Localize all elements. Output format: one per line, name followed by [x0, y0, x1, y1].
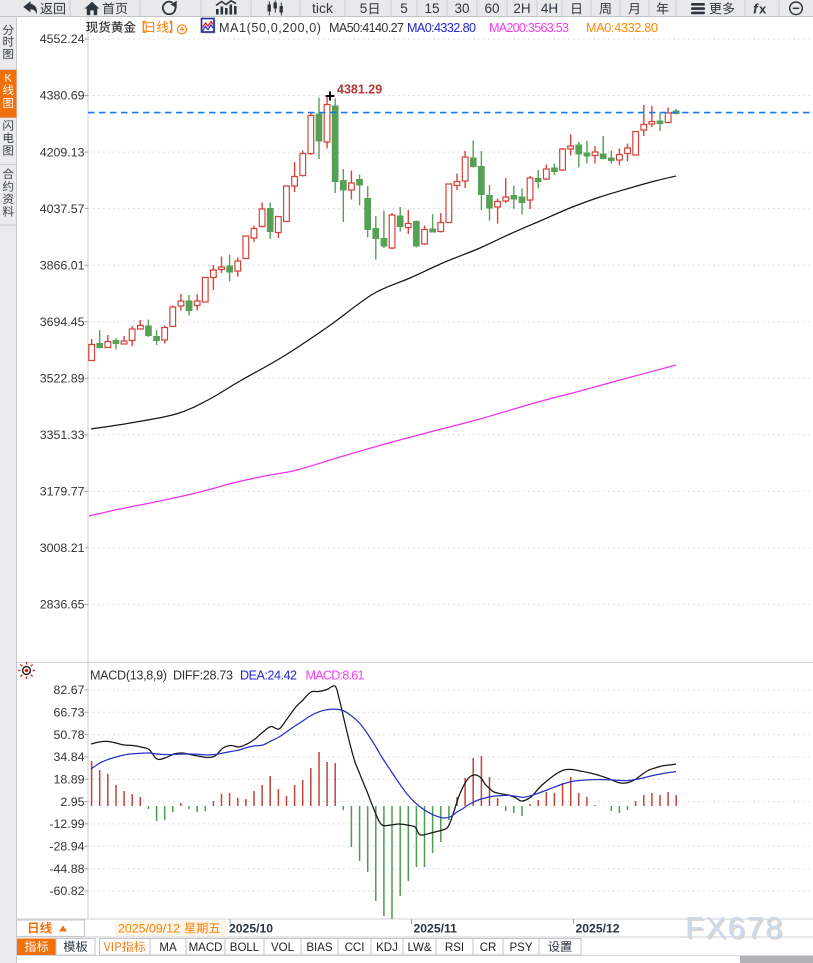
- svg-text:KDJ: KDJ: [376, 942, 398, 954]
- svg-text:18.89: 18.89: [53, 773, 84, 787]
- svg-text:BIAS: BIAS: [306, 942, 333, 954]
- svg-text:2025/12: 2025/12: [576, 922, 620, 936]
- svg-text:15: 15: [424, 1, 439, 16]
- svg-text:f: f: [753, 0, 759, 16]
- svg-text:DEA:24.42: DEA:24.42: [240, 669, 297, 683]
- svg-text:2025/11: 2025/11: [414, 922, 458, 936]
- svg-text:66.73: 66.73: [53, 706, 84, 720]
- svg-text:MACD:8.61: MACD:8.61: [306, 669, 365, 683]
- svg-text:50.78: 50.78: [53, 728, 84, 742]
- svg-text:VOL: VOL: [271, 942, 295, 954]
- svg-text:CR: CR: [480, 942, 497, 954]
- svg-text:MA50:4140.27: MA50:4140.27: [329, 21, 404, 35]
- svg-text:2836.65: 2836.65: [40, 598, 85, 612]
- svg-text:60: 60: [484, 1, 499, 16]
- svg-text:5: 5: [400, 1, 408, 16]
- svg-text:2025/10: 2025/10: [229, 922, 273, 936]
- svg-text:3694.45: 3694.45: [40, 315, 85, 329]
- svg-text:MA: MA: [159, 942, 177, 954]
- svg-text:4H: 4H: [541, 1, 558, 16]
- svg-text:30: 30: [454, 1, 469, 16]
- svg-text:3008.21: 3008.21: [40, 541, 85, 555]
- svg-text:CCI: CCI: [345, 942, 365, 954]
- svg-text:tick: tick: [312, 0, 334, 16]
- svg-text:x: x: [759, 1, 767, 16]
- svg-text:MA200:3563.53: MA200:3563.53: [489, 21, 569, 35]
- svg-text:3179.77: 3179.77: [40, 485, 85, 499]
- svg-text:3866.01: 3866.01: [40, 258, 85, 272]
- svg-text:-44.88: -44.88: [49, 862, 84, 876]
- svg-text:MA1(50,0,200,0): MA1(50,0,200,0): [219, 21, 321, 35]
- svg-text:3522.89: 3522.89: [40, 372, 85, 386]
- svg-text:DIFF:28.73: DIFF:28.73: [173, 669, 233, 683]
- svg-text:2025/09/12: 2025/09/12: [118, 922, 180, 936]
- svg-text:34.84: 34.84: [53, 750, 84, 764]
- svg-text:FX678: FX678: [687, 912, 786, 947]
- svg-text:-12.99: -12.99: [49, 817, 84, 831]
- svg-text:-60.82: -60.82: [49, 884, 84, 898]
- svg-text:2.95: 2.95: [60, 795, 84, 809]
- svg-text:3351.33: 3351.33: [40, 428, 85, 442]
- svg-text:MA0:4332.80: MA0:4332.80: [407, 21, 476, 35]
- svg-text:4209.13: 4209.13: [40, 145, 85, 159]
- svg-text:2H: 2H: [513, 1, 530, 16]
- svg-text:4037.57: 4037.57: [40, 202, 85, 216]
- svg-text:MA0:4332.80: MA0:4332.80: [586, 21, 658, 35]
- svg-text:K: K: [5, 73, 13, 85]
- svg-text:4380.69: 4380.69: [40, 89, 85, 103]
- svg-text:82.67: 82.67: [53, 683, 84, 697]
- svg-text:BOLL: BOLL: [230, 942, 260, 954]
- svg-text:MACD(13,8,9): MACD(13,8,9): [90, 669, 167, 683]
- svg-text:FX678: FX678: [685, 910, 784, 945]
- svg-text:-28.94: -28.94: [49, 839, 84, 853]
- svg-text:PSY: PSY: [509, 942, 532, 954]
- svg-text:4552.24: 4552.24: [40, 32, 85, 46]
- svg-text:RSI: RSI: [445, 942, 464, 954]
- svg-text:MACD: MACD: [189, 942, 223, 954]
- svg-text:5: 5: [360, 1, 368, 16]
- svg-text:LW&: LW&: [407, 942, 431, 954]
- svg-text:4381.29: 4381.29: [337, 83, 382, 97]
